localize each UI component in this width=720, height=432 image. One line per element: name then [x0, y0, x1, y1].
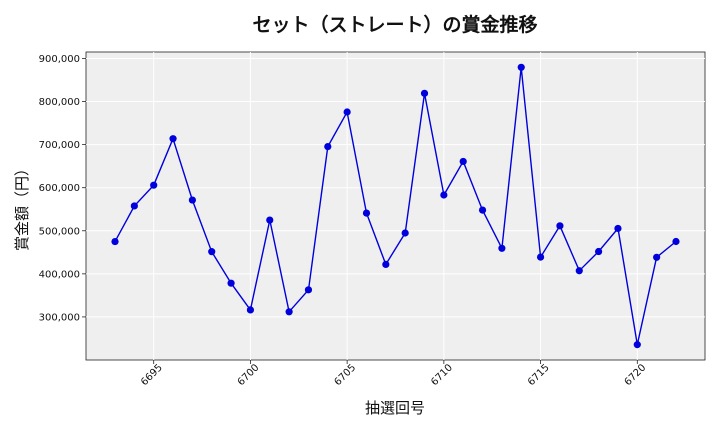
data-point — [324, 142, 332, 151]
data-point — [575, 267, 583, 275]
data-point — [130, 202, 138, 210]
data-point — [478, 206, 487, 214]
y-tick-label: 400,000 — [39, 269, 80, 280]
data-point — [208, 248, 216, 256]
data-point — [401, 229, 409, 237]
y-tick-label: 700,000 — [39, 140, 80, 151]
series-group — [111, 63, 680, 349]
y-tick-label: 900,000 — [39, 54, 80, 65]
data-point — [653, 253, 661, 261]
data-point — [536, 253, 545, 261]
data-point — [285, 308, 293, 316]
plot-area — [85, 51, 706, 361]
grid — [86, 52, 705, 360]
data-point — [382, 260, 390, 269]
data-point — [517, 63, 525, 71]
y-tick-label: 300,000 — [39, 312, 80, 323]
data-point — [440, 191, 448, 199]
x-axis-label: 抽選回号 — [365, 399, 425, 417]
y-tick-label: 600,000 — [39, 183, 80, 194]
data-point — [150, 181, 158, 189]
chart-title: セット（ストレート）の賞金推移 — [252, 13, 537, 36]
data-point — [614, 224, 622, 233]
y-tick-label: 800,000 — [39, 97, 80, 108]
data-point — [111, 237, 119, 246]
data-point — [498, 244, 506, 252]
data-point — [362, 209, 371, 217]
data-point — [633, 341, 641, 349]
data-point — [227, 279, 235, 287]
data-point — [420, 89, 429, 97]
data-point — [188, 196, 196, 204]
data-point — [169, 135, 177, 143]
data-point — [266, 216, 274, 224]
data-point — [556, 222, 564, 230]
data-point — [672, 237, 680, 246]
series-line — [114, 67, 677, 345]
y-tick-label: 500,000 — [39, 226, 80, 237]
data-point — [246, 306, 255, 314]
data-point — [595, 247, 603, 256]
data-point — [304, 286, 313, 294]
data-point — [459, 157, 467, 166]
data-point — [343, 108, 351, 116]
y-axis: 300,000 400,000 500,000 600,000 700,000 800,0… — [39, 54, 86, 323]
y-axis-label: 賞金額（円） — [13, 161, 31, 251]
